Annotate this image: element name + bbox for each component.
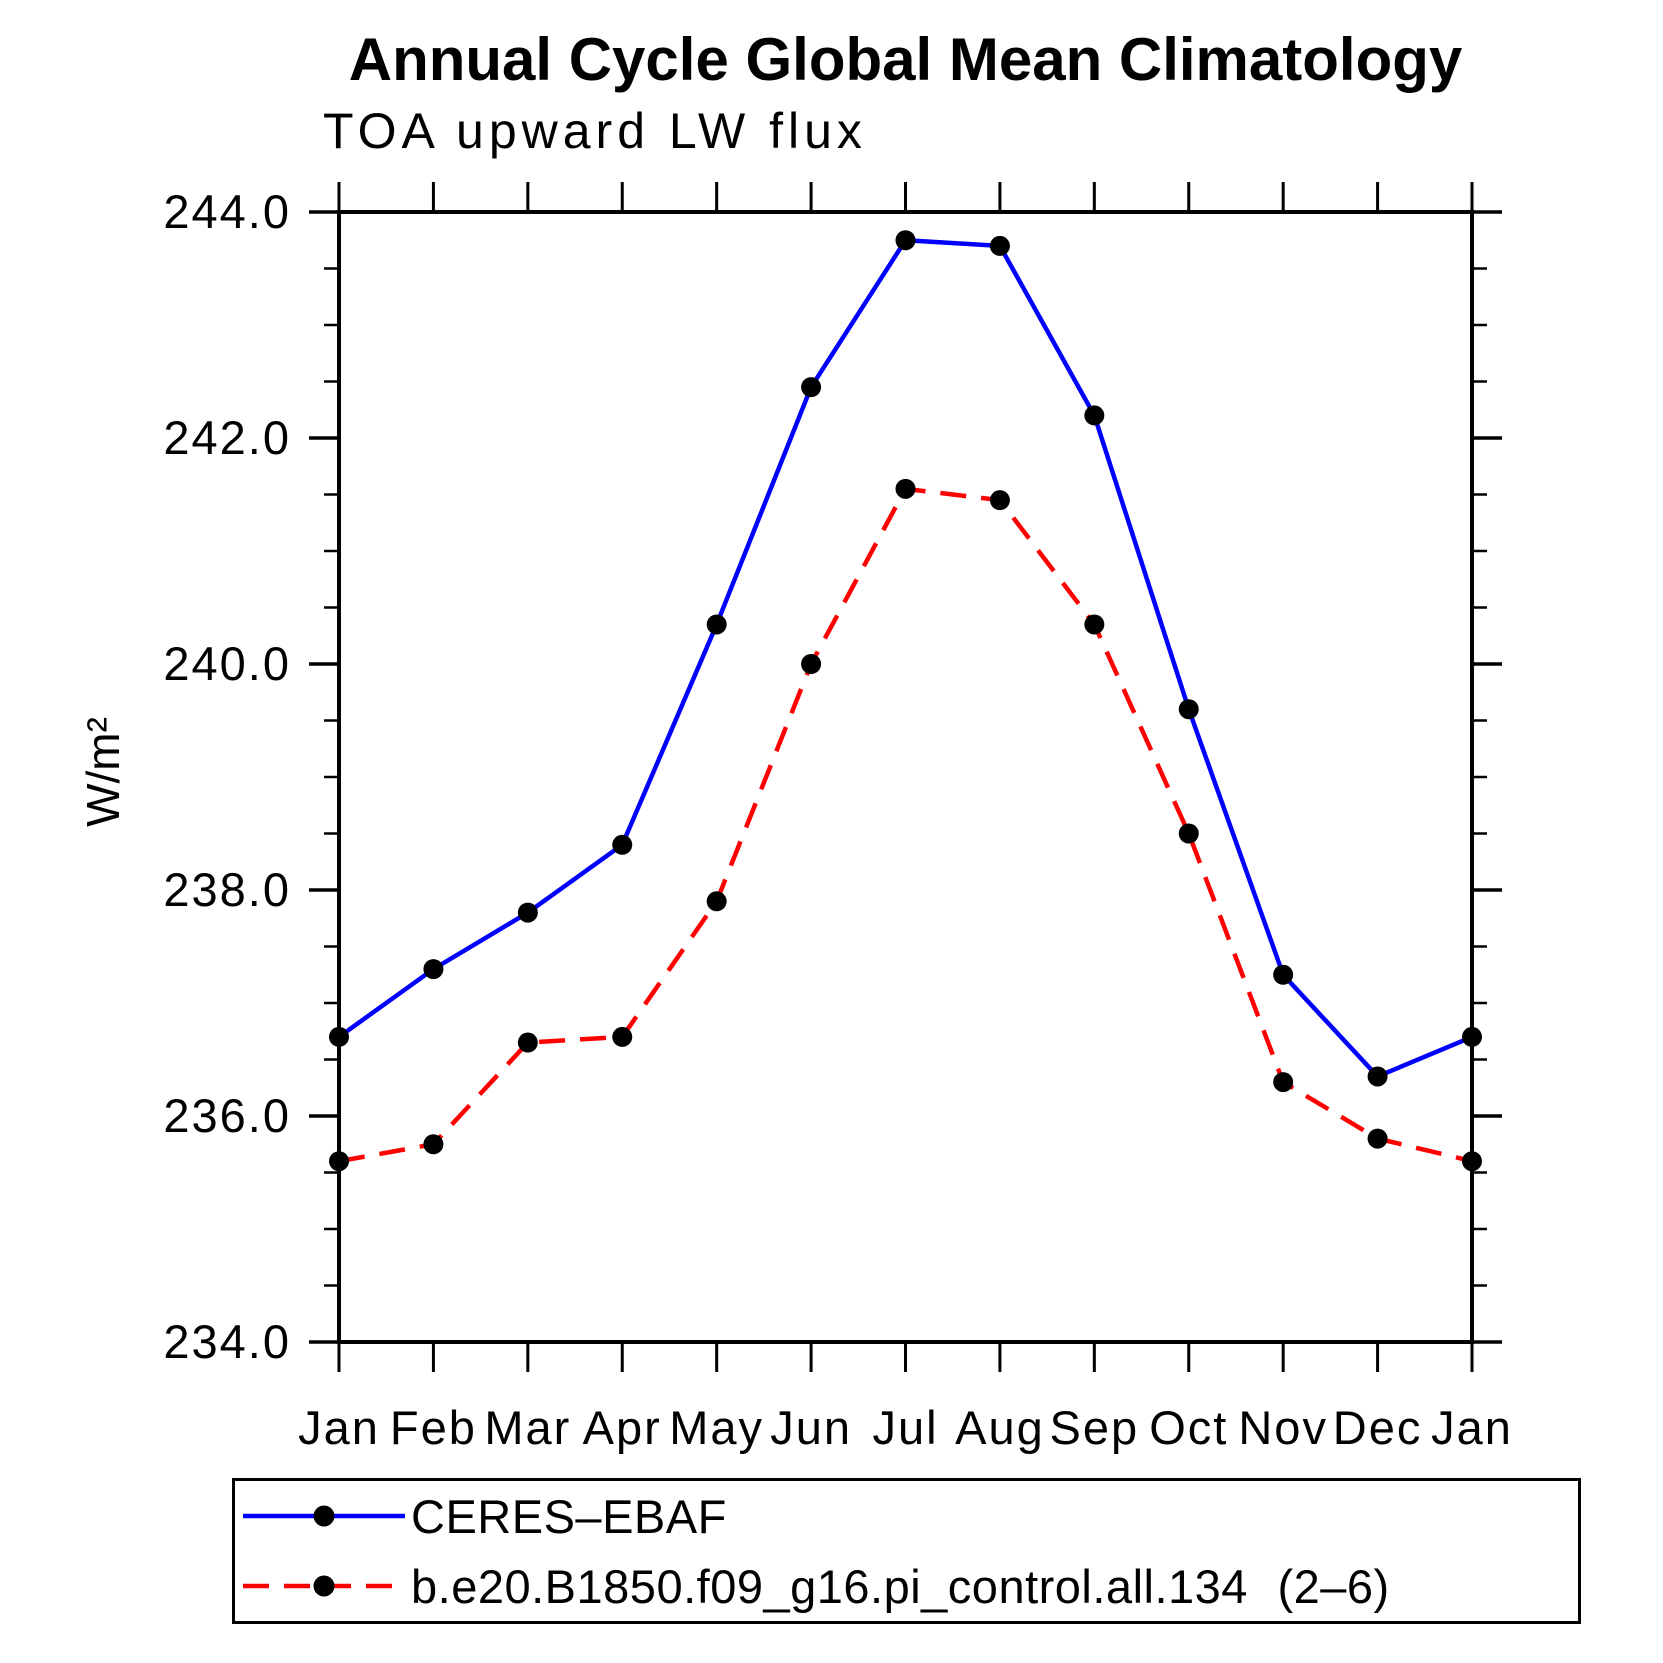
y-tick-label: 236.0 [163, 1089, 291, 1142]
legend-marker-icon [313, 1505, 335, 1527]
data-point-marker [801, 654, 822, 674]
data-point-marker [423, 959, 444, 980]
data-point-marker [895, 230, 916, 251]
legend: CERES–EBAF b.e20.B1850.f09_g16.pi_control… [232, 1478, 1581, 1624]
x-tick-label: Jan [1431, 1401, 1513, 1454]
plot-border [337, 210, 1474, 1344]
data-point-marker [517, 1032, 538, 1053]
data-point-marker [1273, 1072, 1294, 1093]
x-tick-label: Jun [770, 1401, 852, 1454]
data-point-marker [1367, 1066, 1388, 1087]
y-tick-label: 240.0 [163, 637, 291, 690]
x-tick-label: Sep [1050, 1401, 1140, 1454]
data-point-marker [1367, 1128, 1388, 1149]
x-tick-label: Mar [484, 1401, 571, 1454]
data-point-marker [1084, 405, 1105, 426]
y-tick-label: 242.0 [163, 411, 291, 464]
legend-marker-icon [313, 1575, 335, 1597]
y-tick-label: 244.0 [163, 185, 291, 238]
series-line-1 [338, 486, 1473, 1164]
data-point-marker [1273, 964, 1294, 985]
chart-subtitle: TOA upward LW flux [323, 103, 867, 159]
data-point-marker [1462, 1151, 1482, 1172]
x-tick-label: May [669, 1401, 764, 1454]
data-point-marker [329, 1151, 349, 1172]
legend-item: b.e20.B1850.f09_g16.pi_control.all.134 (… [235, 1551, 1578, 1621]
x-tick-label: Jul [872, 1401, 938, 1454]
x-tick-label: Feb [390, 1401, 477, 1454]
data-point-marker [895, 478, 916, 499]
legend-item: CERES–EBAF [235, 1481, 1578, 1551]
legend-item-label: CERES–EBAF [411, 1489, 727, 1543]
data-point-marker [517, 902, 538, 923]
legend-swatch [243, 1575, 405, 1597]
x-tick-label: Apr [583, 1401, 662, 1454]
y-tick-label: 238.0 [163, 863, 291, 916]
chart-title: Annual Cycle Global Mean Climatology [348, 26, 1463, 93]
data-point-marker [1462, 1026, 1482, 1047]
x-tick-label: Dec [1333, 1401, 1423, 1454]
data-point-marker [989, 490, 1010, 511]
data-point-marker [989, 235, 1010, 256]
data-point-marker [612, 834, 633, 855]
data-point-marker [706, 614, 727, 635]
data-point-marker [1178, 823, 1199, 844]
data-point-marker [423, 1134, 444, 1155]
data-point-marker [329, 1026, 349, 1047]
series-line-0 [337, 237, 1473, 1080]
data-point-marker [1178, 699, 1199, 720]
legend-item-label: b.e20.B1850.f09_g16.pi_control.all.134 (… [411, 1559, 1390, 1613]
data-point-marker [1084, 614, 1105, 635]
data-point-marker [706, 891, 727, 912]
x-tick-label: Oct [1149, 1401, 1228, 1454]
x-tick-label: Jan [298, 1401, 380, 1454]
data-point-marker [612, 1026, 633, 1047]
legend-swatch [243, 1505, 405, 1527]
data-point-marker [801, 377, 822, 398]
x-tick-label: Nov [1238, 1401, 1328, 1454]
x-tick-label: Aug [955, 1401, 1045, 1454]
y-tick-label: 234.0 [163, 1315, 291, 1368]
